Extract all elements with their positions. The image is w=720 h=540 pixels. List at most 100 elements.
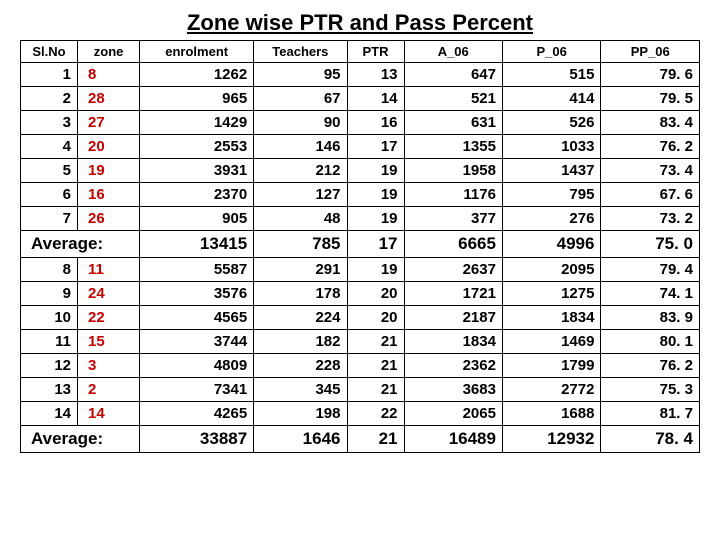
cell-a06: 3683 [404,378,502,402]
avg-p06: 4996 [502,231,600,258]
cell-ptr: 22 [347,402,404,426]
cell-p06: 1799 [502,354,600,378]
cell-enrol: 4565 [140,306,254,330]
cell-p06: 2095 [502,258,600,282]
cell-teach: 90 [254,111,347,135]
cell-slno: 8 [21,258,78,282]
cell-slno: 13 [21,378,78,402]
cell-a06: 1958 [404,159,502,183]
cell-a06: 2637 [404,258,502,282]
cell-slno: 12 [21,354,78,378]
cell-enrol: 7341 [140,378,254,402]
cell-teach: 345 [254,378,347,402]
cell-a06: 2187 [404,306,502,330]
cell-zone: 26 [78,207,140,231]
cell-teach: 67 [254,87,347,111]
cell-pp06: 80. 1 [601,330,700,354]
cell-zone: 24 [78,282,140,306]
cell-enrol: 1429 [140,111,254,135]
avg-ptr: 17 [347,231,404,258]
col-enrol: enrolment [140,41,254,63]
cell-teach: 182 [254,330,347,354]
cell-zone: 16 [78,183,140,207]
cell-pp06: 83. 4 [601,111,700,135]
cell-a06: 631 [404,111,502,135]
table-row: 4202553146171355103376. 2 [21,135,700,159]
avg-a06: 16489 [404,426,502,453]
cell-a06: 1721 [404,282,502,306]
table-row: 11153744182211834146980. 1 [21,330,700,354]
cell-zone: 22 [78,306,140,330]
cell-ptr: 19 [347,159,404,183]
cell-a06: 1834 [404,330,502,354]
cell-teach: 146 [254,135,347,159]
cell-ptr: 17 [347,135,404,159]
cell-a06: 647 [404,63,502,87]
cell-enrol: 905 [140,207,254,231]
col-slno: Sl.No [21,41,78,63]
cell-enrol: 3931 [140,159,254,183]
cell-teach: 198 [254,402,347,426]
cell-zone: 20 [78,135,140,159]
cell-a06: 377 [404,207,502,231]
cell-slno: 7 [21,207,78,231]
cell-p06: 526 [502,111,600,135]
col-teach: Teachers [254,41,347,63]
cell-ptr: 19 [347,258,404,282]
cell-teach: 291 [254,258,347,282]
cell-teach: 228 [254,354,347,378]
cell-ptr: 20 [347,282,404,306]
cell-p06: 1033 [502,135,600,159]
table-body: 181262951364751579. 6228965671452141479.… [21,63,700,453]
cell-slno: 9 [21,282,78,306]
table-row: 8115587291192637209579. 4 [21,258,700,282]
table-row: 1234809228212362179976. 2 [21,354,700,378]
cell-teach: 178 [254,282,347,306]
cell-enrol: 3744 [140,330,254,354]
average-row: Average:33887164621164891293278. 4 [21,426,700,453]
header-row: Sl.No zone enrolment Teachers PTR A_06 P… [21,41,700,63]
cell-pp06: 76. 2 [601,135,700,159]
cell-enrol: 965 [140,87,254,111]
cell-enrol: 5587 [140,258,254,282]
col-p06: P_06 [502,41,600,63]
cell-p06: 1469 [502,330,600,354]
cell-enrol: 2553 [140,135,254,159]
table-row: 726905481937727673. 2 [21,207,700,231]
cell-slno: 3 [21,111,78,135]
cell-teach: 127 [254,183,347,207]
cell-slno: 2 [21,87,78,111]
cell-slno: 6 [21,183,78,207]
cell-teach: 224 [254,306,347,330]
cell-ptr: 21 [347,330,404,354]
cell-a06: 2065 [404,402,502,426]
cell-a06: 1176 [404,183,502,207]
cell-slno: 5 [21,159,78,183]
cell-slno: 10 [21,306,78,330]
cell-a06: 521 [404,87,502,111]
cell-slno: 1 [21,63,78,87]
cell-enrol: 2370 [140,183,254,207]
cell-ptr: 20 [347,306,404,330]
cell-pp06: 79. 5 [601,87,700,111]
table-row: 3271429901663152683. 4 [21,111,700,135]
avg-ptr: 21 [347,426,404,453]
cell-zone: 8 [78,63,140,87]
cell-pp06: 73. 2 [601,207,700,231]
avg-a06: 6665 [404,231,502,258]
cell-pp06: 81. 7 [601,402,700,426]
cell-enrol: 4809 [140,354,254,378]
cell-a06: 1355 [404,135,502,159]
cell-slno: 11 [21,330,78,354]
cell-p06: 276 [502,207,600,231]
cell-ptr: 19 [347,207,404,231]
cell-pp06: 79. 4 [601,258,700,282]
cell-pp06: 76. 2 [601,354,700,378]
cell-p06: 2772 [502,378,600,402]
avg-pp06: 75. 0 [601,231,700,258]
cell-ptr: 16 [347,111,404,135]
avg-teach: 785 [254,231,347,258]
table-row: 14144265198222065168881. 7 [21,402,700,426]
cell-ptr: 19 [347,183,404,207]
cell-zone: 15 [78,330,140,354]
